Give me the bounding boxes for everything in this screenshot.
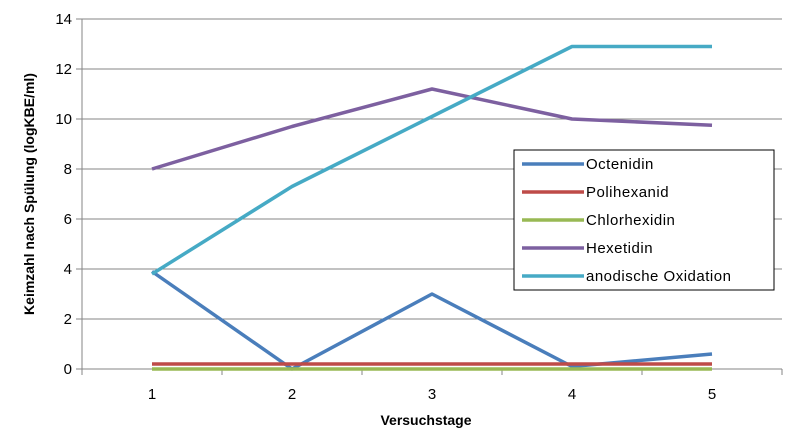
y-tick-label: 0 (64, 361, 72, 378)
x-tick-label: 1 (148, 386, 156, 403)
series-line-anodische-oxidation (151, 44, 712, 276)
y-tick-label: 6 (64, 211, 72, 228)
legend-label: Polihexanid (586, 184, 669, 201)
legend-label: Octenidin (586, 156, 654, 173)
x-tick-label: 4 (568, 386, 576, 403)
x-tick-label: 5 (708, 386, 716, 403)
x-tick-label: 2 (288, 386, 296, 403)
x-tick-labels: 1 2 3 4 5 (148, 386, 716, 403)
series-line-hexetidin (151, 87, 713, 171)
legend: Octenidin Polihexanid Chlorhexidin Hexetidi… (513, 149, 775, 291)
y-tick-label: 10 (55, 111, 72, 128)
x-axis-title: Versuchstage (380, 412, 471, 428)
y-tick-label: 12 (55, 61, 72, 78)
legend-label: Hexetidin (586, 240, 653, 257)
legend-label: anodische Oxidation (586, 268, 731, 285)
gridlines (82, 18, 782, 320)
legend-label: Chlorhexidin (586, 212, 675, 229)
y-tick-label: 2 (64, 311, 72, 328)
y-axis-title: Keimzahl nach Spülung (logKBE/ml) (21, 73, 37, 315)
y-tick-label: 4 (64, 261, 72, 278)
y-tick-labels: 0 2 4 6 8 10 12 14 (55, 11, 72, 378)
y-tick-label: 14 (55, 11, 72, 28)
x-tick-label: 3 (428, 386, 436, 403)
series-lines (150, 44, 713, 371)
y-tick-label: 8 (64, 161, 72, 178)
